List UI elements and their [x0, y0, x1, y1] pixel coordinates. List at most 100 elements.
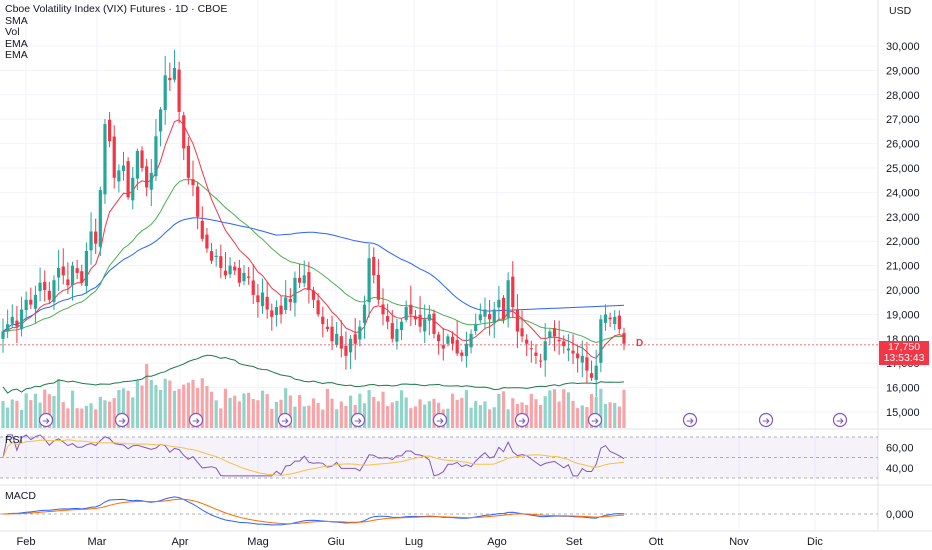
- candle-body: [622, 333, 626, 344]
- candle-body: [260, 292, 265, 307]
- volume-bar: [177, 389, 181, 428]
- candle-body: [47, 290, 51, 300]
- event-marker-icon[interactable]: [514, 412, 530, 428]
- candle-body: [316, 300, 320, 315]
- rsi-tick-label: 40,00: [886, 463, 914, 475]
- candle-body: [455, 340, 459, 354]
- candle-body: [432, 313, 436, 334]
- candle-body: [399, 321, 404, 331]
- volume-bar: [538, 404, 543, 428]
- volume-bar: [580, 405, 584, 428]
- candle-body: [200, 220, 204, 239]
- price-tick-label: 15,000: [886, 407, 920, 419]
- candle-body: [427, 314, 431, 321]
- volume-bar: [279, 399, 283, 428]
- volume-bar: [75, 408, 79, 428]
- candle-series: [1, 49, 626, 397]
- candle-body: [501, 297, 506, 320]
- candle-body: [19, 309, 24, 330]
- candle-body: [446, 336, 450, 344]
- volume-bar: [460, 397, 464, 428]
- volume-bar: [33, 393, 38, 428]
- candle-body: [613, 316, 617, 325]
- sma-line: [2, 217, 625, 332]
- volume-bar: [1, 401, 5, 428]
- volume-bar: [149, 380, 153, 428]
- candle-body: [330, 326, 334, 342]
- volume-bar: [562, 389, 566, 428]
- rsi-label[interactable]: RSI: [5, 434, 23, 446]
- volume-bar: [19, 409, 24, 428]
- event-marker-arrow: [518, 418, 526, 424]
- volume-bar: [446, 408, 450, 428]
- price-tick-label: 19,000: [886, 309, 920, 321]
- candle-body: [66, 279, 70, 286]
- volume-bar: [112, 398, 116, 428]
- event-marker-icon[interactable]: [277, 412, 293, 428]
- candle-body: [302, 275, 306, 284]
- event-marker-icon[interactable]: [188, 412, 204, 428]
- candle-body: [413, 316, 418, 320]
- volume-bar: [367, 390, 371, 428]
- candle-body: [57, 268, 61, 278]
- event-marker-icon[interactable]: [350, 412, 366, 428]
- volume-bar: [214, 400, 218, 428]
- candle-body: [256, 295, 260, 303]
- candle-body: [107, 119, 112, 142]
- event-marker-arrow: [762, 418, 770, 424]
- chart-legend: Cboe Volatility Index (VIX) Futures · 1D…: [5, 3, 227, 62]
- volume-bar: [622, 389, 626, 428]
- candle-body: [441, 345, 445, 349]
- event-marker-arrow: [192, 418, 200, 424]
- dividend-badge[interactable]: D: [636, 338, 644, 349]
- event-marker-icon[interactable]: [758, 412, 774, 428]
- time-tick-label: Lug: [405, 536, 423, 548]
- volume-bar: [617, 406, 621, 428]
- candle-body: [237, 267, 241, 283]
- candle-body: [10, 316, 14, 324]
- volume-bar: [293, 406, 297, 428]
- legend-ema-slow[interactable]: EMA: [5, 49, 28, 61]
- volume-bar: [348, 395, 353, 428]
- event-marker-icon[interactable]: [832, 412, 848, 428]
- event-marker-icon[interactable]: [432, 412, 448, 428]
- candle-body: [488, 314, 492, 320]
- macd-label[interactable]: MACD: [5, 490, 36, 502]
- volume-bar: [145, 364, 149, 428]
- currency-label[interactable]: USD: [889, 5, 912, 17]
- volume-bar: [501, 391, 506, 428]
- volume-bar: [571, 400, 575, 428]
- candle-body: [126, 161, 130, 198]
- legend-vol[interactable]: Vol: [5, 26, 20, 38]
- event-marker-icon[interactable]: [682, 412, 698, 428]
- volume-bar: [52, 395, 56, 428]
- event-marker-arrow: [281, 418, 289, 424]
- volume-bar: [274, 401, 279, 428]
- candle-body: [186, 145, 190, 178]
- volume-bar: [325, 388, 330, 428]
- volume-bar: [196, 388, 200, 428]
- candle-body: [209, 251, 214, 261]
- volume-bar: [154, 385, 158, 428]
- candle-body: [145, 166, 149, 188]
- legend-sma[interactable]: SMA: [5, 14, 28, 27]
- volume-bar: [15, 400, 19, 428]
- candle-body: [247, 276, 251, 278]
- candle-body: [117, 170, 121, 182]
- candle-body: [580, 355, 584, 363]
- volume-bar: [511, 398, 515, 428]
- event-marker-icon[interactable]: [38, 412, 54, 428]
- price-tick-label: 24,000: [886, 187, 920, 199]
- volume-bar: [265, 394, 269, 428]
- volume-bar: [186, 382, 190, 428]
- event-marker-icon[interactable]: [114, 412, 130, 428]
- volume-bar: [423, 404, 427, 428]
- legend-ema-fast[interactable]: EMA: [5, 37, 28, 50]
- candle-body: [353, 334, 357, 344]
- candle-body: [386, 316, 390, 322]
- candle-body: [571, 350, 575, 354]
- candle-body: [325, 326, 330, 330]
- event-marker-icon[interactable]: [587, 412, 603, 428]
- volume-bar: [209, 391, 214, 428]
